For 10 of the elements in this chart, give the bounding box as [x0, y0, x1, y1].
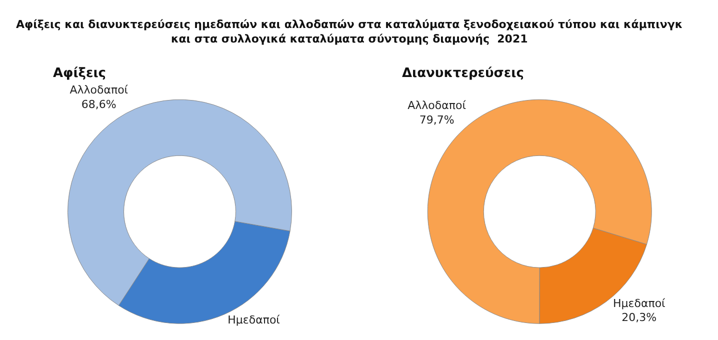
- chart-title: Αφίξεις: [53, 66, 106, 81]
- data-label: 20,3%: [622, 311, 657, 324]
- slice-label: Ημεδαποί: [613, 296, 666, 310]
- slice-label: Αλλοδαποί: [70, 84, 128, 97]
- text: Αφίξεις και διανυκτερεύσεις ημεδαπών και αλλοδαπών στα καταλύματα ξενοδοχειακού τύπου και κάμπινγκ και στα συλλογικά καταλύματα σύντομης διαμονής 2021: [16, 18, 683, 46]
- data-label: 68,6%: [81, 98, 116, 112]
- data-label: 79,7%: [419, 113, 454, 126]
- slice-label: Ημεδαποί: [228, 313, 280, 326]
- chart-title: Διανυκτερεύσεις: [402, 66, 524, 81]
- slice-label: Αλλοδαποί: [408, 99, 466, 112]
